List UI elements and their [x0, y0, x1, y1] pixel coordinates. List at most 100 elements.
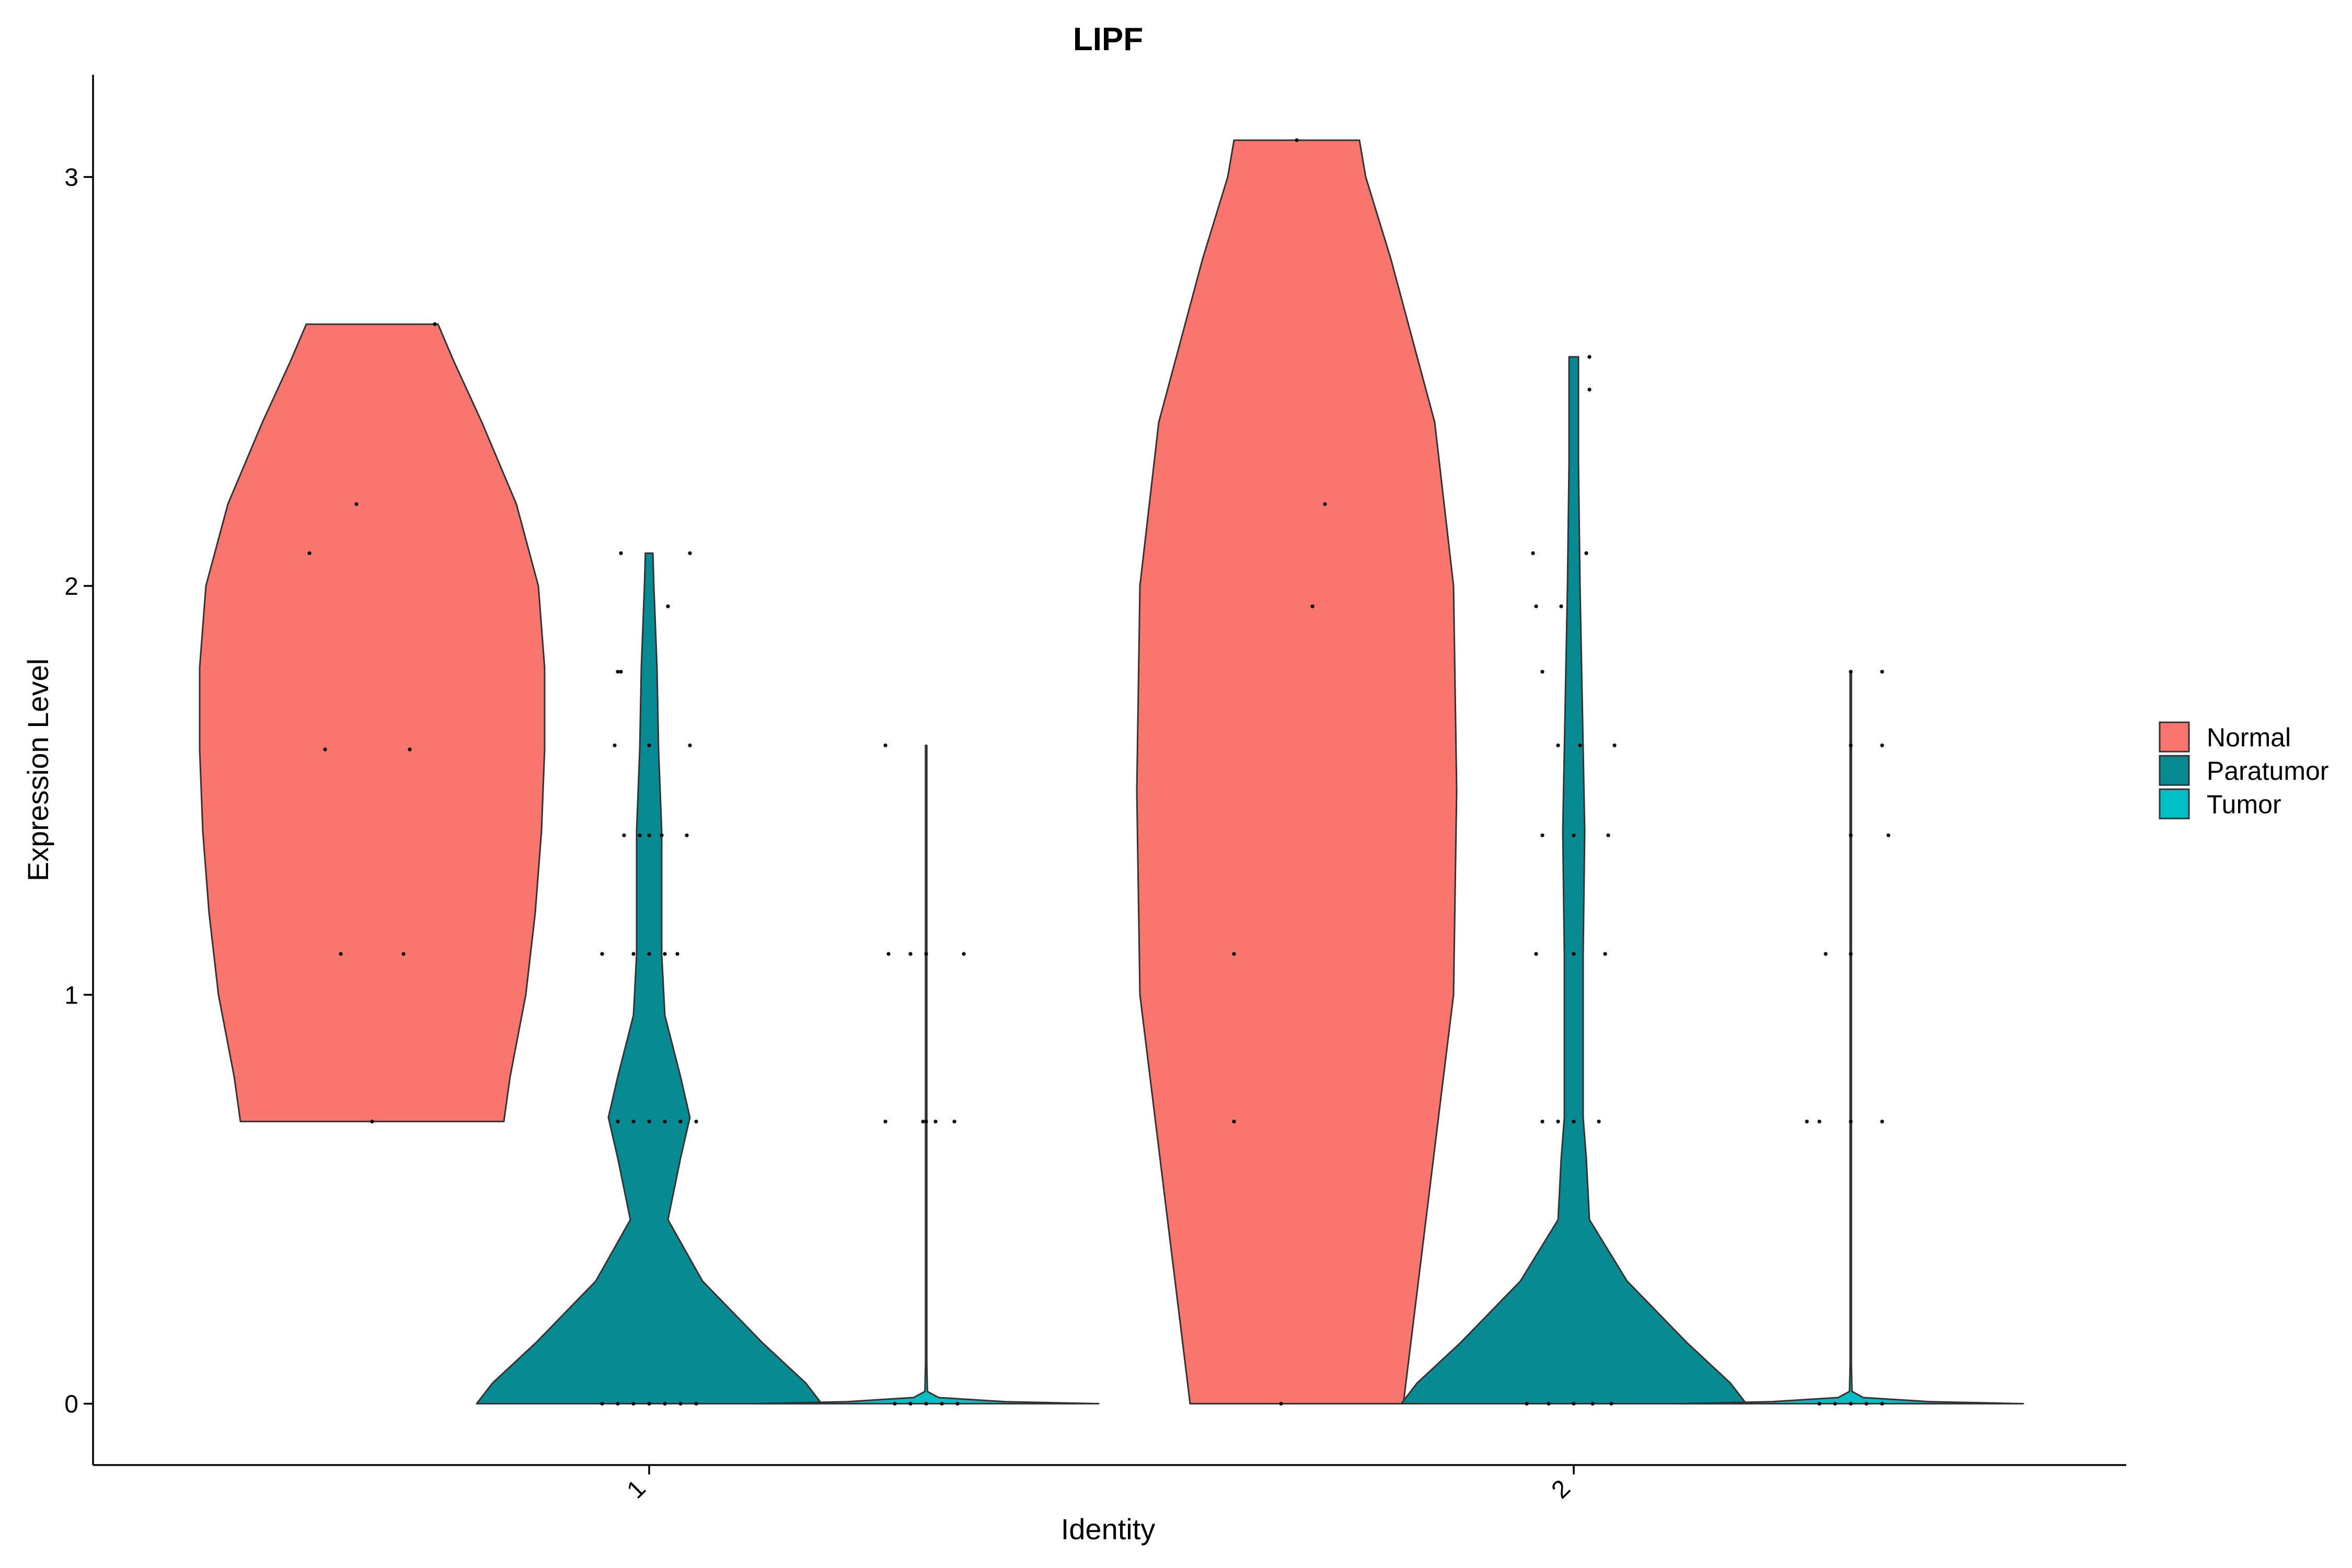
data-point: [323, 747, 327, 752]
data-point: [1556, 743, 1560, 747]
data-point: [1556, 1120, 1560, 1124]
data-point: [631, 952, 636, 956]
data-point: [962, 952, 966, 956]
y-tick-label: 2: [64, 573, 78, 601]
data-point: [1525, 1402, 1529, 1406]
data-point: [647, 1402, 651, 1406]
data-point: [924, 952, 928, 956]
data-point: [1603, 952, 1607, 956]
data-point: [647, 952, 651, 956]
data-point: [933, 1120, 938, 1124]
violin-tumor-1: [753, 744, 1100, 1405]
y-tick-label: 3: [64, 164, 78, 192]
data-point: [1805, 1120, 1809, 1124]
data-point: [886, 952, 891, 956]
data-point: [1279, 1402, 1283, 1406]
data-point: [1572, 833, 1576, 837]
data-point: [1864, 1402, 1869, 1406]
violin-paratumor-1: [476, 552, 823, 1405]
data-point: [883, 1120, 887, 1124]
data-point: [678, 1402, 683, 1406]
data-point: [1559, 604, 1563, 608]
data-point: [1584, 551, 1588, 555]
data-point: [433, 322, 437, 326]
data-point: [600, 1402, 604, 1406]
jitter-points-layer: [307, 138, 1890, 1406]
data-point: [1540, 670, 1544, 674]
data-point: [660, 833, 664, 837]
legend-label-paratumor: Paratumor: [2207, 756, 2328, 786]
data-point: [1606, 833, 1610, 837]
data-point: [908, 1402, 913, 1406]
data-point: [339, 952, 343, 956]
data-point: [1849, 1120, 1853, 1124]
violin-normal-1: [199, 323, 546, 1123]
data-point: [1587, 387, 1592, 392]
data-point: [1587, 355, 1592, 359]
data-point: [1578, 743, 1582, 747]
data-point: [678, 1120, 683, 1124]
x-tick-label: 1: [621, 1474, 651, 1504]
data-point: [1572, 952, 1576, 956]
data-point: [883, 743, 887, 747]
data-point: [1572, 1402, 1576, 1406]
data-point: [1310, 604, 1315, 608]
data-point: [1817, 1402, 1821, 1406]
data-point: [924, 1120, 928, 1124]
data-point: [675, 952, 679, 956]
data-point: [1880, 1402, 1884, 1406]
data-point: [1849, 743, 1853, 747]
x-tick-label: 2: [1546, 1474, 1575, 1504]
data-point: [1849, 1402, 1853, 1406]
data-point: [613, 743, 617, 747]
data-point: [647, 833, 651, 837]
data-point: [685, 833, 689, 837]
y-tick-label: 0: [64, 1391, 78, 1419]
y-axis-ticks: 0 1 2 3: [64, 164, 93, 1419]
data-point: [370, 1120, 374, 1124]
data-point: [1572, 1120, 1576, 1124]
data-point: [1849, 952, 1853, 956]
data-point: [600, 952, 604, 956]
chart-title: LIPF: [1073, 21, 1143, 57]
data-point: [1824, 952, 1828, 956]
y-tick-label: 1: [64, 982, 78, 1009]
data-point: [401, 952, 406, 956]
data-point: [622, 833, 626, 837]
data-point: [694, 1402, 698, 1406]
data-point: [893, 1402, 897, 1406]
data-point: [924, 1402, 928, 1406]
data-point: [631, 1402, 636, 1406]
data-point: [1232, 1120, 1236, 1124]
data-point: [1590, 1402, 1595, 1406]
data-point: [1323, 502, 1327, 506]
data-point: [1232, 952, 1236, 956]
violin-normal-2: [1136, 139, 1458, 1405]
data-point: [688, 551, 692, 555]
data-point: [1886, 833, 1890, 837]
data-point: [663, 952, 667, 956]
data-point: [663, 1402, 667, 1406]
data-point: [1534, 952, 1538, 956]
legend-label-tumor: Tumor: [2207, 790, 2281, 819]
data-point: [940, 1402, 944, 1406]
violin-tumor-2: [1677, 671, 2024, 1405]
data-point: [1597, 1120, 1601, 1124]
data-point: [921, 1120, 925, 1124]
data-point: [307, 551, 312, 555]
data-point: [619, 670, 623, 674]
data-point: [616, 1402, 620, 1406]
data-point: [647, 1120, 651, 1124]
data-point: [1609, 1402, 1613, 1406]
data-point: [647, 743, 651, 747]
data-point: [1880, 1120, 1884, 1124]
data-point: [616, 1120, 620, 1124]
data-point: [1547, 1402, 1551, 1406]
data-point: [1540, 1120, 1544, 1124]
violin-paratumor-2: [1400, 356, 1747, 1405]
data-point: [1849, 833, 1853, 837]
data-point: [408, 747, 412, 752]
data-point: [631, 1120, 636, 1124]
data-point: [1612, 743, 1617, 747]
y-axis-label: Expression Level: [21, 659, 54, 881]
